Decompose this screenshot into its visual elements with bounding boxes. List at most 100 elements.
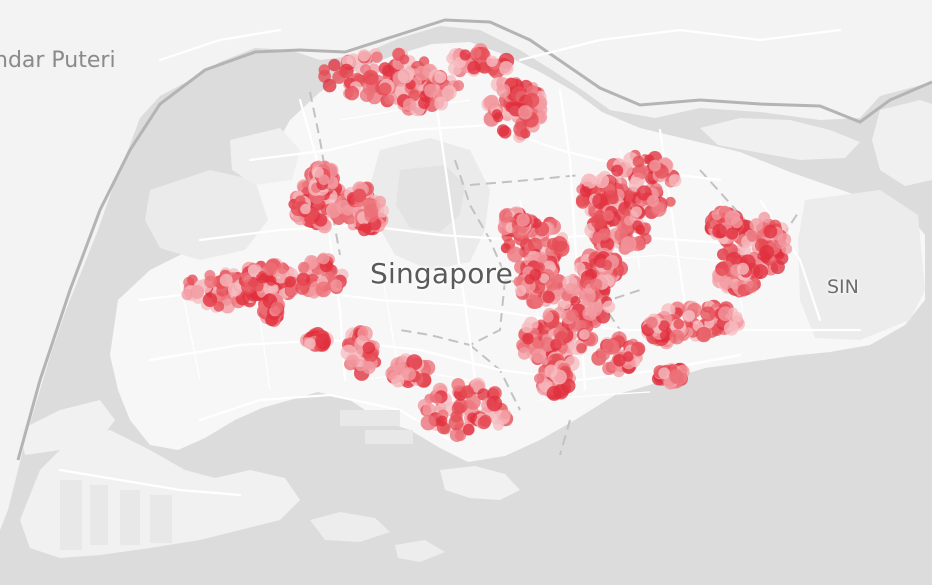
point-marker[interactable]: [352, 188, 367, 203]
point-marker[interactable]: [317, 252, 330, 265]
point-marker[interactable]: [624, 215, 635, 226]
point-marker[interactable]: [517, 347, 531, 360]
point-marker[interactable]: [611, 164, 624, 177]
point-marker[interactable]: [328, 58, 341, 72]
point-marker[interactable]: [436, 415, 448, 427]
point-marker[interactable]: [477, 388, 490, 401]
point-marker[interactable]: [718, 306, 733, 322]
point-marker[interactable]: [362, 360, 376, 375]
point-marker[interactable]: [683, 310, 696, 322]
point-marker[interactable]: [204, 275, 217, 289]
point-marker[interactable]: [516, 213, 530, 227]
point-marker[interactable]: [256, 271, 269, 284]
point-marker[interactable]: [252, 280, 264, 292]
point-marker[interactable]: [745, 280, 758, 294]
point-marker[interactable]: [574, 262, 586, 274]
point-marker[interactable]: [594, 173, 610, 189]
point-marker[interactable]: [364, 208, 379, 223]
point-marker[interactable]: [669, 368, 684, 383]
point-marker[interactable]: [551, 274, 567, 290]
point-marker[interactable]: [579, 186, 591, 197]
point-marker[interactable]: [522, 333, 534, 345]
point-marker[interactable]: [749, 218, 764, 232]
point-marker[interactable]: [620, 236, 637, 252]
point-marker[interactable]: [544, 364, 558, 378]
point-marker[interactable]: [470, 47, 482, 59]
point-marker[interactable]: [554, 331, 570, 346]
point-marker[interactable]: [486, 395, 503, 412]
point-marker[interactable]: [465, 394, 481, 410]
point-marker[interactable]: [241, 279, 256, 295]
point-marker[interactable]: [542, 311, 554, 323]
point-marker[interactable]: [418, 97, 430, 109]
point-marker[interactable]: [498, 209, 513, 223]
point-marker[interactable]: [330, 279, 343, 292]
point-marker[interactable]: [534, 373, 545, 384]
point-marker[interactable]: [582, 306, 598, 322]
point-marker[interactable]: [547, 237, 560, 251]
point-marker[interactable]: [526, 294, 541, 309]
point-marker[interactable]: [332, 70, 346, 84]
point-marker[interactable]: [513, 121, 529, 137]
point-marker[interactable]: [669, 329, 685, 345]
point-marker[interactable]: [591, 214, 607, 230]
point-marker[interactable]: [467, 412, 478, 423]
point-marker[interactable]: [602, 361, 616, 375]
point-marker[interactable]: [374, 195, 386, 208]
point-marker[interactable]: [646, 316, 658, 329]
point-marker[interactable]: [434, 71, 447, 84]
point-marker[interactable]: [486, 55, 498, 67]
point-marker[interactable]: [467, 60, 481, 75]
point-marker[interactable]: [362, 341, 375, 355]
point-marker[interactable]: [521, 321, 533, 333]
point-marker[interactable]: [649, 159, 661, 172]
point-marker[interactable]: [318, 64, 330, 76]
point-marker[interactable]: [507, 246, 524, 263]
point-markers-layer[interactable]: [181, 43, 793, 442]
point-marker[interactable]: [416, 372, 432, 388]
point-marker[interactable]: [540, 337, 555, 352]
point-marker[interactable]: [631, 206, 642, 218]
point-marker[interactable]: [597, 348, 610, 361]
point-marker[interactable]: [576, 195, 590, 209]
point-marker[interactable]: [546, 385, 562, 401]
point-marker[interactable]: [582, 174, 598, 189]
point-marker[interactable]: [658, 367, 671, 380]
point-marker[interactable]: [770, 259, 785, 275]
point-marker[interactable]: [496, 83, 511, 98]
point-marker[interactable]: [304, 337, 316, 350]
point-marker[interactable]: [384, 94, 395, 105]
point-marker[interactable]: [512, 223, 527, 239]
point-marker[interactable]: [241, 272, 252, 283]
point-marker[interactable]: [592, 193, 608, 209]
point-marker[interactable]: [668, 174, 682, 187]
point-marker[interactable]: [451, 378, 466, 392]
point-marker[interactable]: [724, 210, 740, 226]
point-marker[interactable]: [723, 321, 739, 336]
point-marker[interactable]: [424, 83, 438, 98]
point-marker[interactable]: [346, 354, 360, 368]
point-marker[interactable]: [314, 213, 328, 227]
point-marker[interactable]: [518, 105, 533, 120]
point-marker[interactable]: [646, 194, 660, 207]
point-marker[interactable]: [277, 263, 289, 275]
point-marker[interactable]: [499, 60, 514, 76]
point-marker[interactable]: [589, 278, 603, 291]
point-marker[interactable]: [431, 393, 443, 404]
point-marker[interactable]: [498, 125, 512, 139]
point-marker[interactable]: [406, 354, 423, 371]
point-marker[interactable]: [665, 196, 676, 207]
point-marker[interactable]: [527, 237, 543, 253]
point-marker[interactable]: [633, 163, 649, 180]
point-marker[interactable]: [453, 80, 464, 92]
point-marker[interactable]: [576, 343, 587, 354]
point-marker[interactable]: [763, 224, 778, 239]
point-marker[interactable]: [477, 416, 491, 430]
point-marker[interactable]: [719, 275, 733, 290]
point-marker[interactable]: [492, 419, 504, 431]
point-marker[interactable]: [219, 273, 233, 287]
point-marker[interactable]: [459, 49, 471, 61]
point-marker[interactable]: [385, 367, 398, 380]
